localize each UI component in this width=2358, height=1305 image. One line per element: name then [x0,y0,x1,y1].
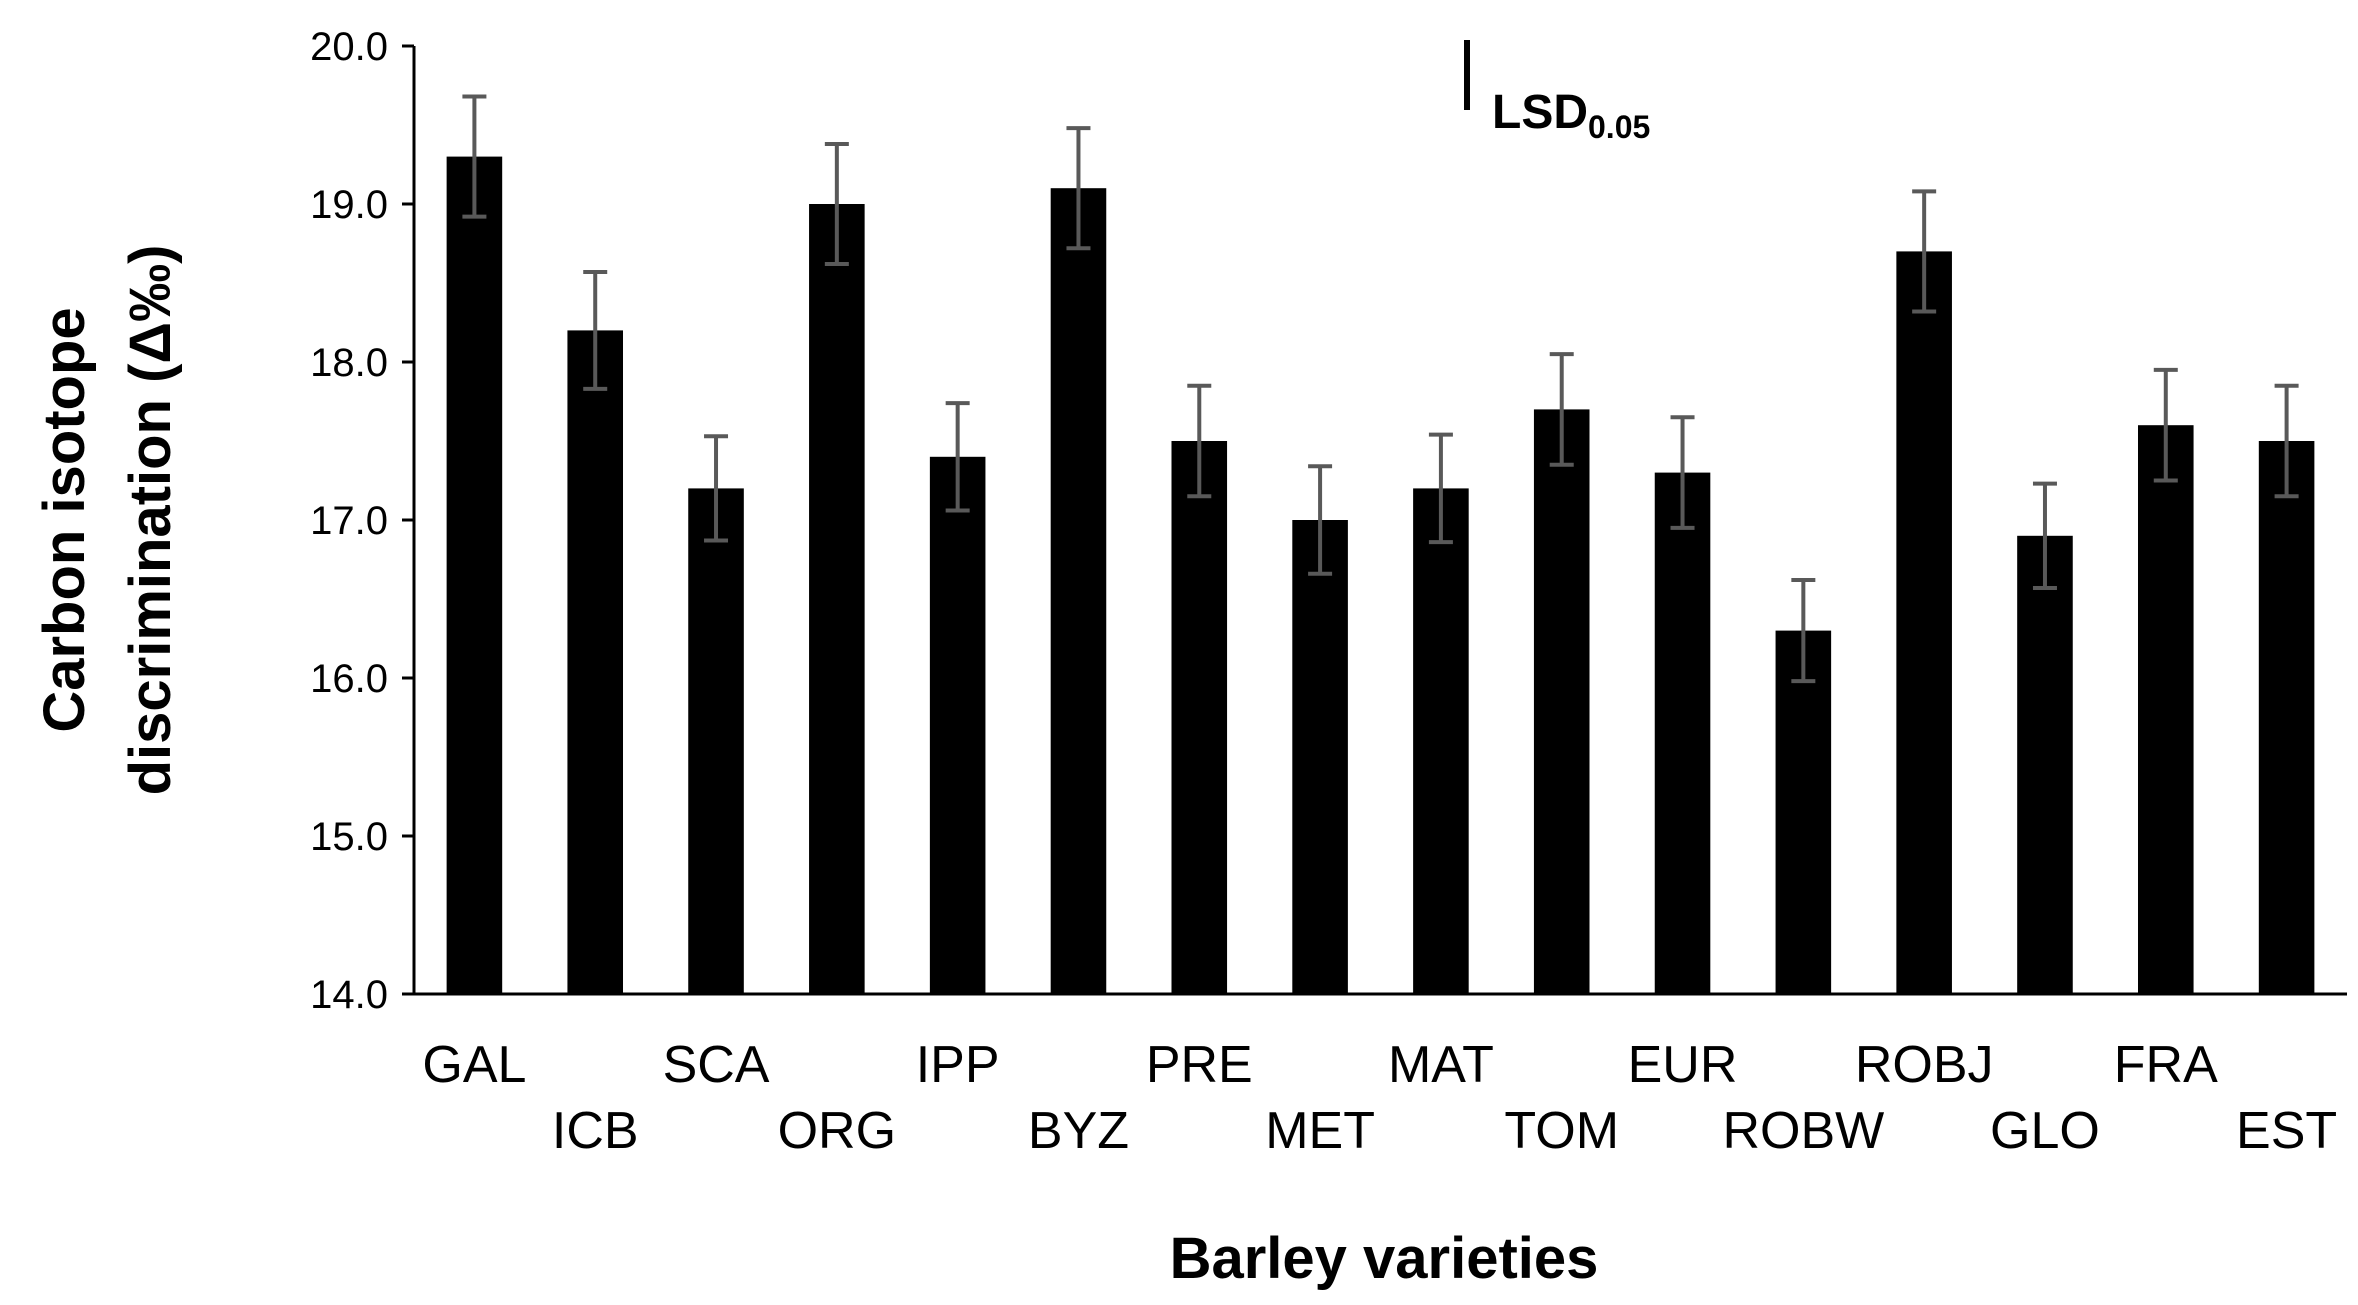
error-bar-tom [1549,352,1574,467]
error-bar-robj [1912,189,1937,314]
y-axis-title-line1: Carbon isotope [32,307,97,732]
lsd-label: LSD [1492,86,1588,139]
error-bar-pre [1187,383,1212,499]
bar-org [809,204,865,994]
bar-met [1292,520,1348,994]
bar-byz [1050,188,1107,994]
error-bar-ipp [945,401,970,513]
lsd-subscript: 0.05 [1588,109,1650,145]
error-bar-byz [1066,126,1091,251]
bar-pre [1171,441,1228,994]
error-bar-gal [462,94,487,219]
x-tick-label-glo: GLO [1990,1102,2100,1160]
y-tick-label: 17.0 [310,499,388,543]
y-axis-title: Carbon isotope discrimination (Δ‰) [32,245,183,796]
error-bar-org [824,141,849,267]
y-tick-label: 15.0 [310,815,388,859]
x-tick-label-met: MET [1265,1102,1375,1160]
x-tick-label-gal: GAL [422,1036,526,1094]
error-bar-glo [2032,481,2057,590]
bar-gal [446,156,503,995]
x-tick-label-org: ORG [778,1102,896,1160]
error-bar-mat [1428,432,1453,545]
x-tick-label-tom: TOM [1504,1102,1619,1160]
x-axis-title: Barley varieties [1170,1226,1599,1291]
x-tick-label-fra: FRA [2114,1036,2218,1094]
error-bar-fra [2153,367,2178,483]
bar-glo [2017,535,2073,994]
y-tick-label: 20.0 [310,25,388,69]
x-tick-label-eur: EUR [1628,1036,1738,1094]
bar-icb [567,330,624,994]
error-bars-group [462,94,2299,684]
bar-tom [1533,409,1590,994]
error-bar-sca [704,434,729,543]
bar-sca [688,488,744,994]
y-axis-title-line2: discrimination (Δ‰) [118,245,183,796]
bar-ipp [929,456,986,994]
y-tick-label: 18.0 [310,341,388,385]
x-tick-label-sca: SCA [663,1036,770,1094]
bar-mat [1413,488,1469,994]
error-bar-icb [583,269,608,391]
bar-robj [1896,251,1952,994]
x-tick-label-robw: ROBW [1722,1102,1884,1160]
error-bar-robw [1791,578,1816,684]
x-tick-label-icb: ICB [552,1102,639,1160]
x-tick-label-mat: MAT [1388,1036,1494,1094]
error-bar-eur [1670,415,1695,530]
bar-fra [2137,425,2194,994]
x-tick-label-robj: ROBJ [1855,1036,1994,1094]
x-tick-label-est: EST [2236,1102,2337,1160]
error-bar-met [1308,464,1333,576]
error-bar-est [2274,383,2299,499]
y-axis-ticks: 14.0 15.0 16.0 17.0 18.0 19.0 20.0 [310,25,414,1017]
y-tick-label: 19.0 [310,183,388,227]
bar-est [2258,441,2315,994]
y-tick-label: 14.0 [310,973,388,1017]
bars-group [446,156,2315,995]
bar-robw [1775,630,1832,994]
x-tick-label-byz: BYZ [1028,1102,1129,1160]
x-tick-label-ipp: IPP [916,1036,1000,1094]
lsd-annotation: LSD0.05 [1492,86,1650,145]
bar-eur [1654,472,1711,995]
y-tick-label: 16.0 [310,657,388,701]
x-tick-label-pre: PRE [1146,1036,1253,1094]
